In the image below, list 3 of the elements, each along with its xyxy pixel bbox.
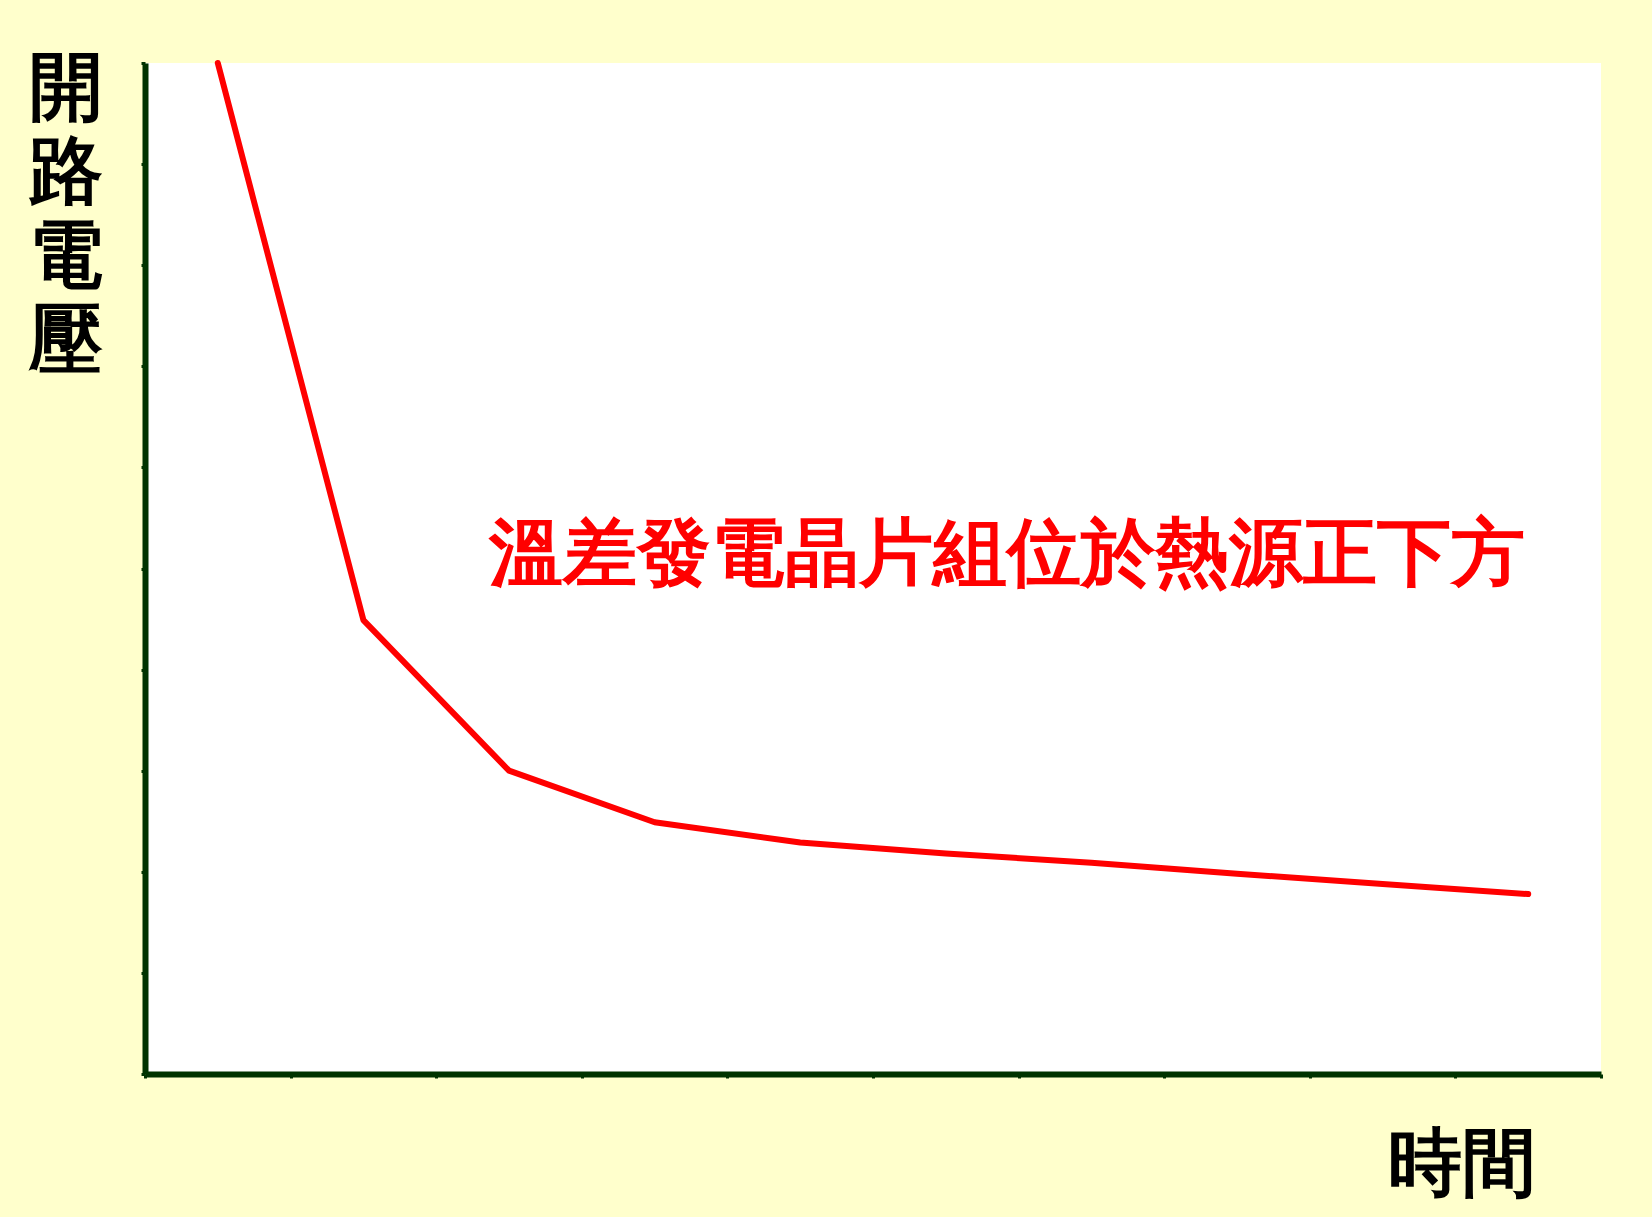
y-axis-title: 開路電壓 xyxy=(27,42,103,381)
x-axis-title: 時間 xyxy=(1387,1118,1536,1205)
annotation: 溫差發電晶片組位於熱源正下方 xyxy=(488,509,1525,595)
